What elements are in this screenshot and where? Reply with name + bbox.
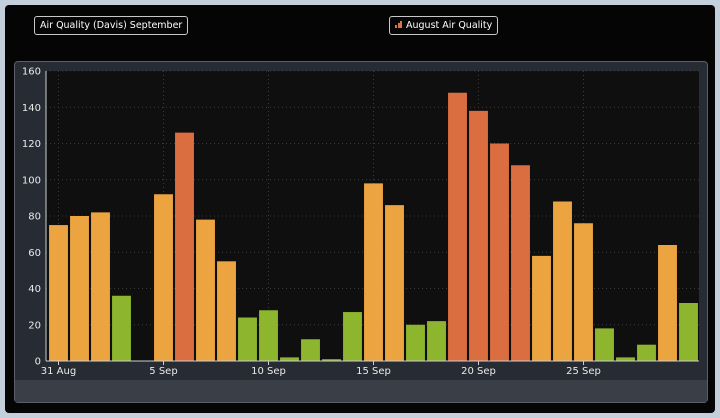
y-tick-label: 20 (28, 320, 41, 331)
bar (217, 261, 236, 361)
y-tick-label: 100 (22, 175, 41, 186)
bar (427, 321, 446, 361)
y-tick-label: 60 (28, 248, 41, 259)
chart-title-button[interactable]: Air Quality (Davis) September (34, 16, 189, 35)
bar (238, 317, 257, 361)
bar (637, 344, 656, 361)
y-tick-label: 120 (22, 139, 41, 150)
bar (406, 324, 425, 361)
app-frame: Air Quality (Davis) September August Air… (5, 5, 715, 413)
y-tick-label: 160 (22, 67, 41, 78)
bar (616, 357, 635, 361)
bar (70, 216, 89, 361)
bar (322, 359, 341, 361)
bar (259, 310, 278, 361)
bar (658, 245, 677, 361)
bar (469, 110, 488, 361)
bar-chart-icon (395, 21, 402, 28)
y-tick-label: 40 (28, 284, 41, 295)
bar (532, 255, 551, 361)
bar (448, 92, 467, 361)
x-tick-label: 5 Sep (149, 366, 177, 377)
bar-chart: 0 20 40 60 80 100 120 140 160 31 Aug 5 Sep 10 Sep 15… (15, 67, 707, 402)
legend-label: August Air Quality (406, 20, 493, 31)
x-tick-label: 15 Sep (356, 366, 391, 377)
bar (553, 201, 572, 361)
legend-toggle-button[interactable]: August Air Quality (389, 16, 499, 35)
bar (595, 328, 614, 361)
bar (364, 183, 383, 361)
bar (343, 312, 362, 361)
bar (175, 132, 194, 361)
bar (91, 212, 110, 361)
bar (574, 223, 593, 361)
bar (154, 194, 173, 361)
panel-footer (15, 380, 707, 402)
bar (511, 165, 530, 361)
y-tick-label: 80 (28, 212, 41, 223)
bar (679, 303, 698, 361)
x-tick-label: 31 Aug (41, 366, 76, 377)
bar (49, 225, 68, 361)
x-tick-label: 10 Sep (251, 366, 286, 377)
bar (280, 357, 299, 361)
x-tick-label: 20 Sep (461, 366, 496, 377)
bar (385, 205, 404, 361)
bar (196, 219, 215, 361)
chart-title-label: Air Quality (Davis) September (40, 20, 183, 31)
x-tick-label: 25 Sep (566, 366, 601, 377)
bar (301, 339, 320, 361)
bar (112, 295, 131, 361)
y-tick-label: 140 (22, 103, 41, 114)
y-tick-label: 0 (35, 357, 41, 368)
bar (490, 143, 509, 361)
chart-panel: 0 20 40 60 80 100 120 140 160 31 Aug 5 Sep 10 Sep 15… (14, 61, 708, 403)
